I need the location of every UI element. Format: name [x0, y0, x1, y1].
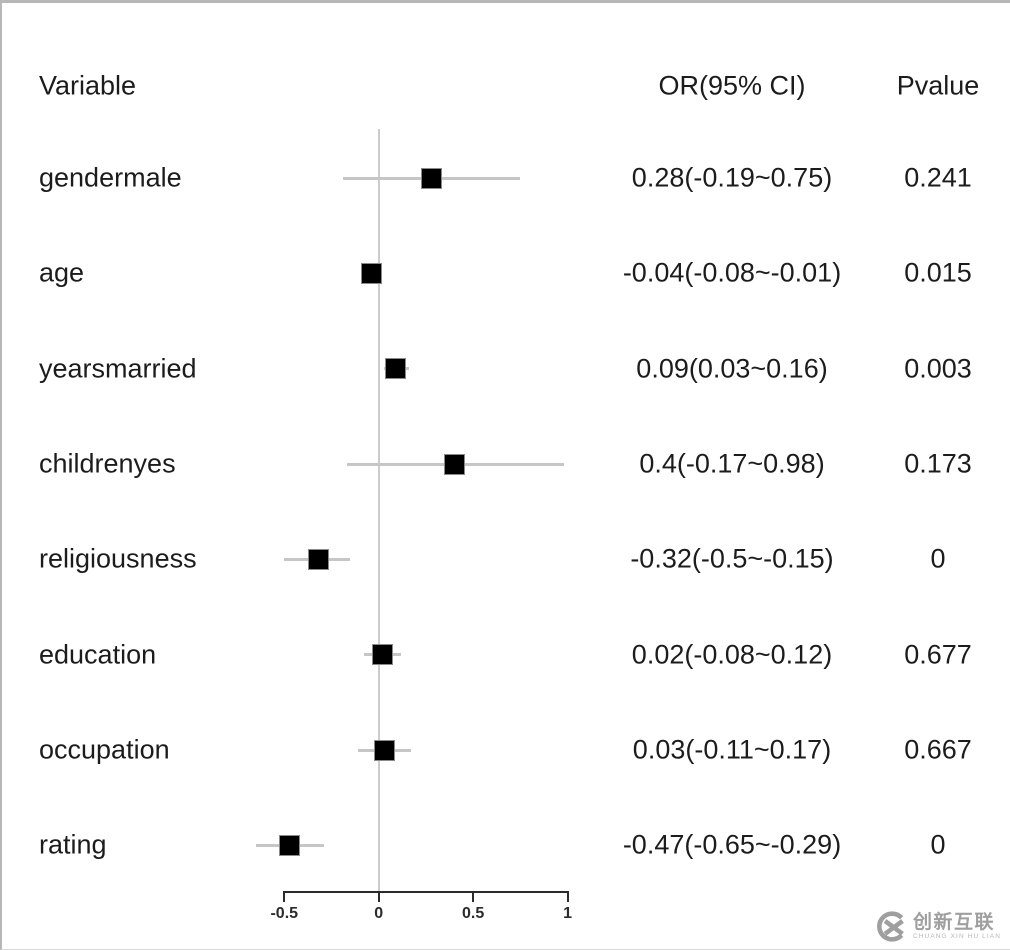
or-marker — [279, 834, 301, 856]
x-axis-tick-label: 0.5 — [462, 905, 485, 922]
pvalue-value: 0 — [930, 543, 946, 574]
or-marker — [307, 548, 329, 570]
or-marker — [443, 453, 465, 475]
pvalue-value: 0.003 — [904, 353, 972, 384]
row-label: education — [39, 639, 157, 670]
or-ci-value: 0.4(-0.17~0.98) — [639, 448, 825, 479]
pvalue-value: 0.015 — [904, 257, 972, 288]
row-label: occupation — [39, 734, 170, 765]
or-marker — [421, 167, 443, 189]
x-axis-tick — [472, 891, 475, 902]
or-ci-value: 0.28(-0.19~0.75) — [631, 162, 833, 193]
row-label: childrenyes — [39, 448, 176, 479]
x-axis-tick-label: 1 — [563, 905, 573, 922]
pvalue-value: 0.173 — [904, 448, 972, 479]
or-ci-value: -0.04(-0.08~-0.01) — [622, 257, 842, 288]
pvalue-value: 0.667 — [904, 734, 972, 765]
pvalue-value: 0 — [930, 829, 946, 860]
or-ci-value: -0.32(-0.5~-0.15) — [630, 543, 834, 574]
x-axis-tick — [283, 891, 286, 902]
watermark-title: 创新互联 — [912, 911, 995, 933]
or-marker — [373, 739, 395, 761]
x-axis-tick — [377, 891, 380, 902]
row-label: yearsmarried — [39, 353, 197, 384]
column-header-variable: Variable — [39, 70, 137, 101]
zero-reference-line — [377, 129, 380, 891]
watermark: 创新互联 CHUANG XIN HU LIAN — [869, 907, 1006, 946]
row-label: gendermale — [39, 162, 182, 193]
row-label: rating — [39, 829, 107, 860]
pvalue-value: 0.241 — [904, 162, 972, 193]
or-marker — [360, 262, 382, 284]
row-label: religiousness — [39, 543, 197, 574]
watermark-subtitle: CHUANG XIN HU LIAN — [912, 932, 1001, 940]
or-marker — [371, 644, 393, 666]
cx-ring-x-logo — [877, 911, 904, 942]
x-axis-line — [283, 891, 569, 893]
or-ci-value: 0.02(-0.08~0.12) — [631, 639, 833, 670]
x-axis-tick — [566, 891, 569, 902]
or-ci-value: -0.47(-0.65~-0.29) — [622, 829, 842, 860]
x-axis-tick-label: 0 — [374, 905, 384, 922]
or-ci-value: 0.03(-0.11~0.17) — [632, 734, 832, 765]
row-label: age — [39, 257, 85, 288]
or-ci-value: 0.09(0.03~0.16) — [636, 353, 828, 384]
x-axis-tick-label: -0.5 — [270, 905, 299, 922]
column-header-or-ci: OR(95% CI) — [658, 70, 806, 101]
or-marker — [385, 358, 407, 380]
column-header-pvalue: Pvalue — [896, 70, 980, 101]
pvalue-value: 0.677 — [904, 639, 972, 670]
